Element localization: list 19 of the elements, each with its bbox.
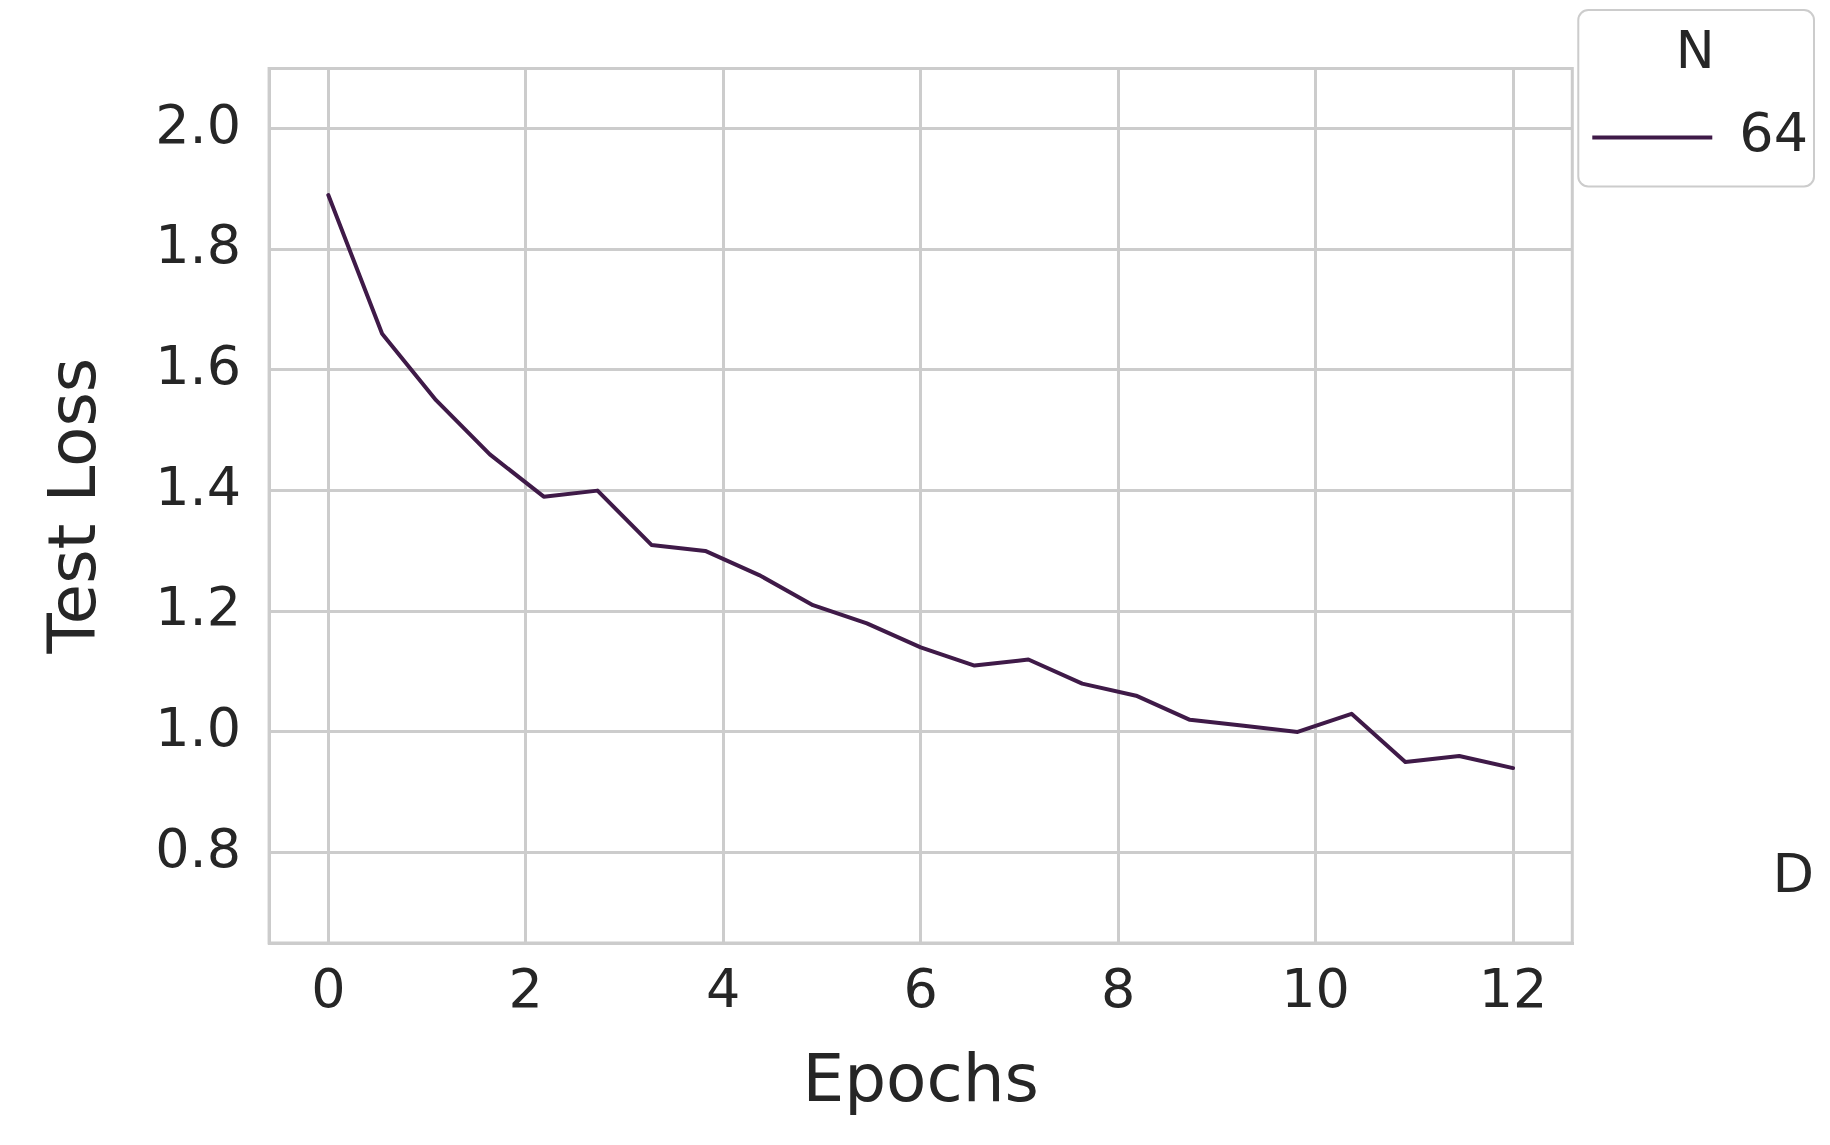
y-tick-label: 2.0: [155, 92, 242, 156]
x-tick-label: 2: [508, 957, 543, 1021]
y-tick-label: 0.8: [155, 816, 242, 880]
x-tick-label: 8: [1100, 957, 1136, 1021]
legend-label: 64: [1739, 101, 1809, 165]
text: D: [1772, 842, 1814, 906]
x-tick-label: 4: [706, 957, 741, 1021]
y-tick-label: 1.8: [155, 213, 242, 277]
y-axis-title: Test Loss: [33, 357, 111, 655]
x-tick-label: 0: [311, 957, 346, 1021]
x-tick-label: 12: [1478, 957, 1548, 1021]
y-tick-label: 1.6: [155, 334, 242, 398]
x-tick-label: 6: [903, 957, 938, 1021]
legend-title: N: [1675, 19, 1715, 80]
x-axis-title: Epochs: [802, 1039, 1039, 1117]
y-tick-label: 1.0: [155, 695, 242, 759]
y-tick-label: 1.2: [155, 575, 242, 639]
y-tick-label: 1.4: [155, 454, 242, 518]
x-tick-label: 10: [1281, 957, 1350, 1021]
